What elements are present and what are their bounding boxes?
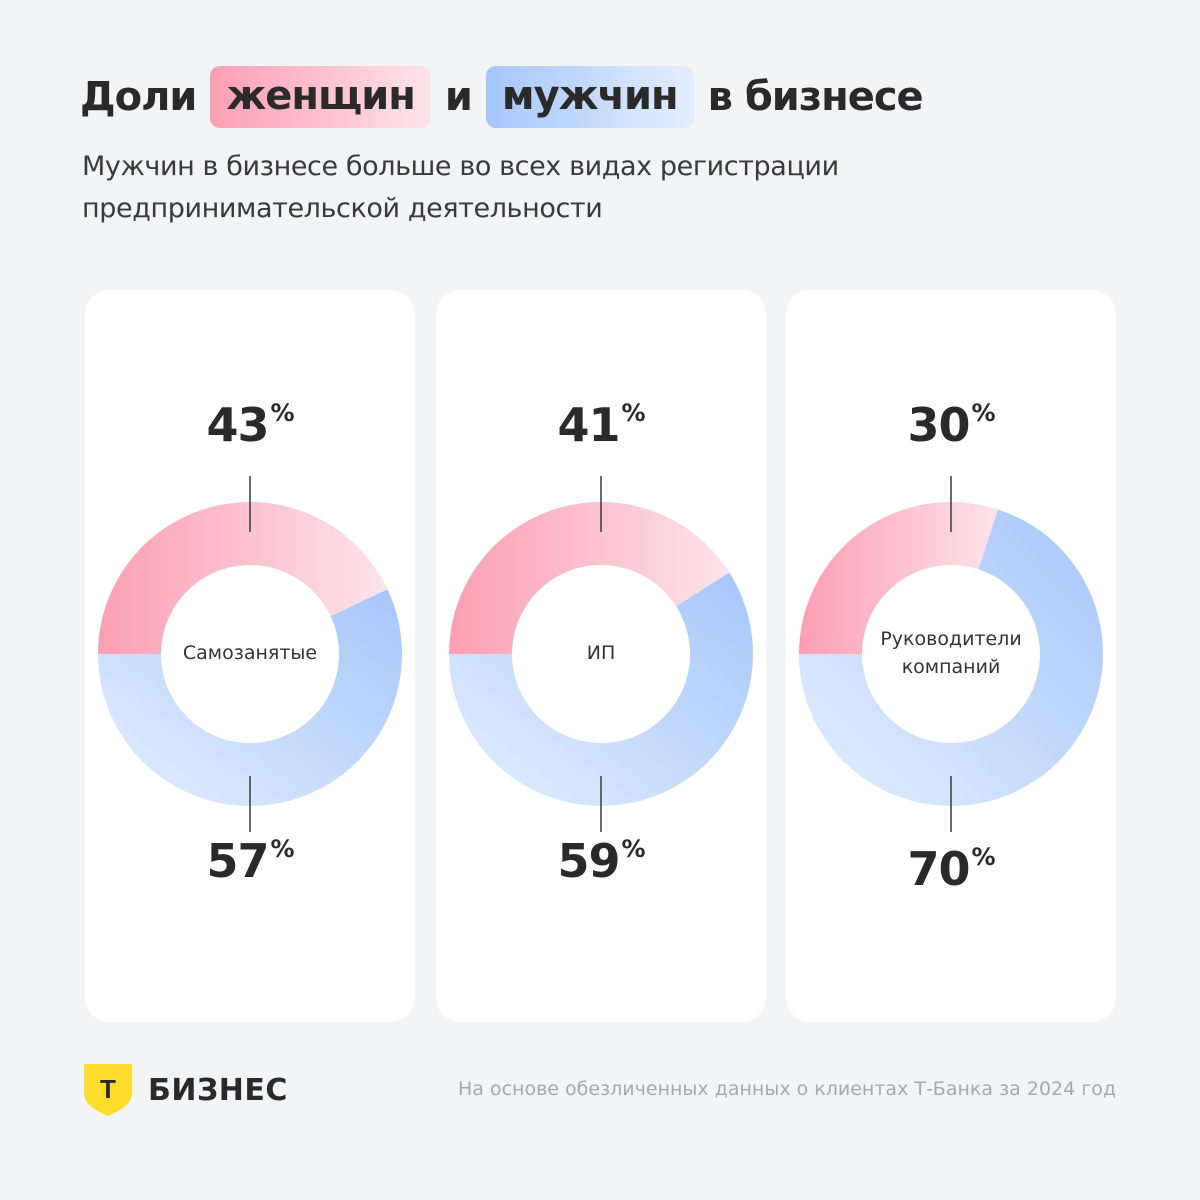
title-part1: Доли	[80, 74, 197, 120]
logo-letter: Т	[100, 1074, 116, 1104]
page-subtitle: Мужчин в бизнесе больше во всех видах ре…	[82, 151, 839, 224]
chart-card-managers: 30% Руководители компаний 70%	[786, 290, 1116, 1022]
chart-center-label: ИП	[586, 642, 616, 664]
chart-card-self-employed: 43% Самозанятые 57%	[85, 290, 415, 1022]
women-percent-label: 30%	[907, 398, 995, 452]
logo: Т БИЗНЕС	[82, 1062, 288, 1118]
page-title: Доли женщин и мужчин в бизнесе	[80, 66, 924, 128]
women-slice	[799, 502, 998, 654]
donut-chart	[799, 476, 1103, 832]
men-percent-label: 59%	[557, 834, 645, 888]
women-percent-label: 43%	[206, 398, 294, 452]
men-slice	[98, 589, 402, 806]
men-percent-label: 57%	[206, 834, 294, 888]
men-slice	[449, 572, 753, 807]
chart-center-label: Самозанятые	[182, 642, 318, 664]
title-men-highlight: мужчин	[485, 66, 694, 128]
chart-card-ip: 41% ИП 59%	[436, 290, 766, 1022]
title-women-highlight: женщин	[210, 66, 431, 128]
title-part2: в бизнесе	[707, 74, 924, 120]
footnote: На основе обезличенных данных о клиентах…	[458, 1078, 1116, 1100]
chart-center-label: Руководители компаний	[880, 628, 1022, 678]
women-slice	[449, 502, 730, 654]
donut-chart	[449, 476, 753, 832]
men-slice	[799, 509, 1103, 806]
women-slice	[98, 502, 388, 654]
title-and: и	[444, 74, 473, 120]
donut-chart	[98, 476, 402, 832]
men-percent-label: 70%	[907, 842, 995, 896]
women-percent-label: 41%	[557, 398, 645, 452]
t-shield-icon: Т	[84, 1064, 132, 1116]
logo-wordmark: БИЗНЕС	[148, 1072, 288, 1108]
